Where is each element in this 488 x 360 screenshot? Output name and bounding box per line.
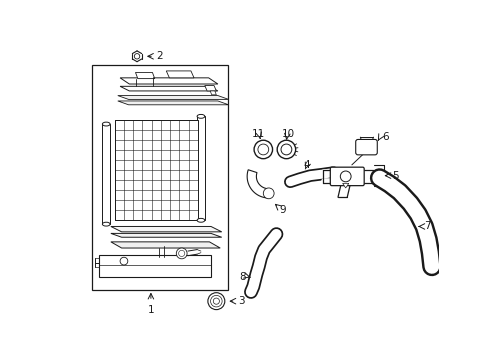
Bar [99, 255, 210, 276]
Polygon shape [135, 72, 154, 78]
Text: 3: 3 [238, 296, 244, 306]
Text: 8: 8 [239, 271, 245, 282]
Text: 6: 6 [381, 132, 388, 142]
Polygon shape [166, 71, 194, 78]
Circle shape [257, 144, 268, 155]
Ellipse shape [197, 114, 204, 118]
Polygon shape [204, 86, 216, 91]
Ellipse shape [102, 222, 110, 226]
Polygon shape [246, 170, 268, 198]
Circle shape [134, 54, 140, 59]
FancyBboxPatch shape [329, 167, 364, 186]
Text: 7: 7 [424, 221, 430, 231]
Polygon shape [111, 242, 220, 248]
Circle shape [340, 171, 350, 182]
Text: 11: 11 [251, 129, 265, 139]
Circle shape [176, 248, 187, 259]
Bar [115, 120, 198, 220]
Circle shape [213, 298, 219, 304]
Circle shape [120, 257, 127, 265]
Circle shape [210, 295, 222, 307]
Ellipse shape [102, 122, 110, 126]
Bar [91, 65, 227, 289]
Ellipse shape [197, 219, 204, 222]
Polygon shape [111, 226, 221, 232]
Text: 9: 9 [279, 204, 285, 215]
FancyBboxPatch shape [355, 139, 377, 155]
Polygon shape [118, 101, 228, 105]
Bar [197, 116, 204, 220]
Polygon shape [111, 233, 221, 237]
Text: 10: 10 [282, 129, 295, 139]
Polygon shape [120, 78, 218, 84]
Text: 2: 2 [156, 51, 163, 61]
Polygon shape [120, 86, 218, 91]
Circle shape [263, 188, 274, 199]
Text: 5: 5 [391, 171, 398, 181]
Circle shape [254, 140, 272, 159]
Polygon shape [342, 183, 348, 188]
Circle shape [207, 293, 224, 310]
Circle shape [178, 250, 184, 256]
Circle shape [277, 140, 295, 159]
Circle shape [281, 144, 291, 155]
Polygon shape [210, 91, 216, 95]
Text: 1: 1 [147, 305, 154, 315]
Bar [102, 124, 110, 224]
Polygon shape [118, 95, 228, 99]
Text: 4: 4 [303, 160, 310, 170]
